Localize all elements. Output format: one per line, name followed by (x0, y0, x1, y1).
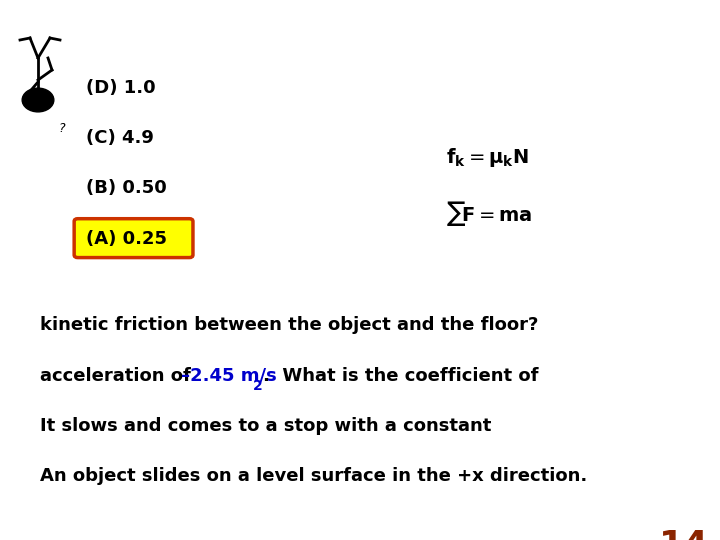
Text: (D) 1.0: (D) 1.0 (86, 79, 156, 97)
Text: (B) 0.50: (B) 0.50 (86, 179, 167, 198)
Text: $\sum\!\mathbf{F} = \mathbf{ma}$: $\sum\!\mathbf{F} = \mathbf{ma}$ (446, 199, 533, 228)
Text: 2: 2 (253, 379, 263, 393)
Text: acceleration of: acceleration of (40, 367, 197, 384)
Text: $\mathbf{f_k} = \mathbf{\mu_k}\mathbf{N}$: $\mathbf{f_k} = \mathbf{\mu_k}\mathbf{N}… (446, 146, 529, 170)
Text: 14: 14 (659, 529, 709, 540)
Text: (A) 0.25: (A) 0.25 (86, 230, 167, 248)
Circle shape (22, 88, 54, 112)
Text: It slows and comes to a stop with a constant: It slows and comes to a stop with a cons… (40, 417, 491, 435)
Text: .  What is the coefficient of: . What is the coefficient of (263, 367, 539, 384)
Text: ?: ? (58, 122, 65, 135)
Text: –2.45 m/s: –2.45 m/s (181, 367, 276, 384)
Text: kinetic friction between the object and the floor?: kinetic friction between the object and … (40, 316, 538, 334)
Text: An object slides on a level surface in the +x direction.: An object slides on a level surface in t… (40, 467, 587, 485)
Text: (C) 4.9: (C) 4.9 (86, 129, 154, 147)
FancyBboxPatch shape (74, 219, 193, 258)
